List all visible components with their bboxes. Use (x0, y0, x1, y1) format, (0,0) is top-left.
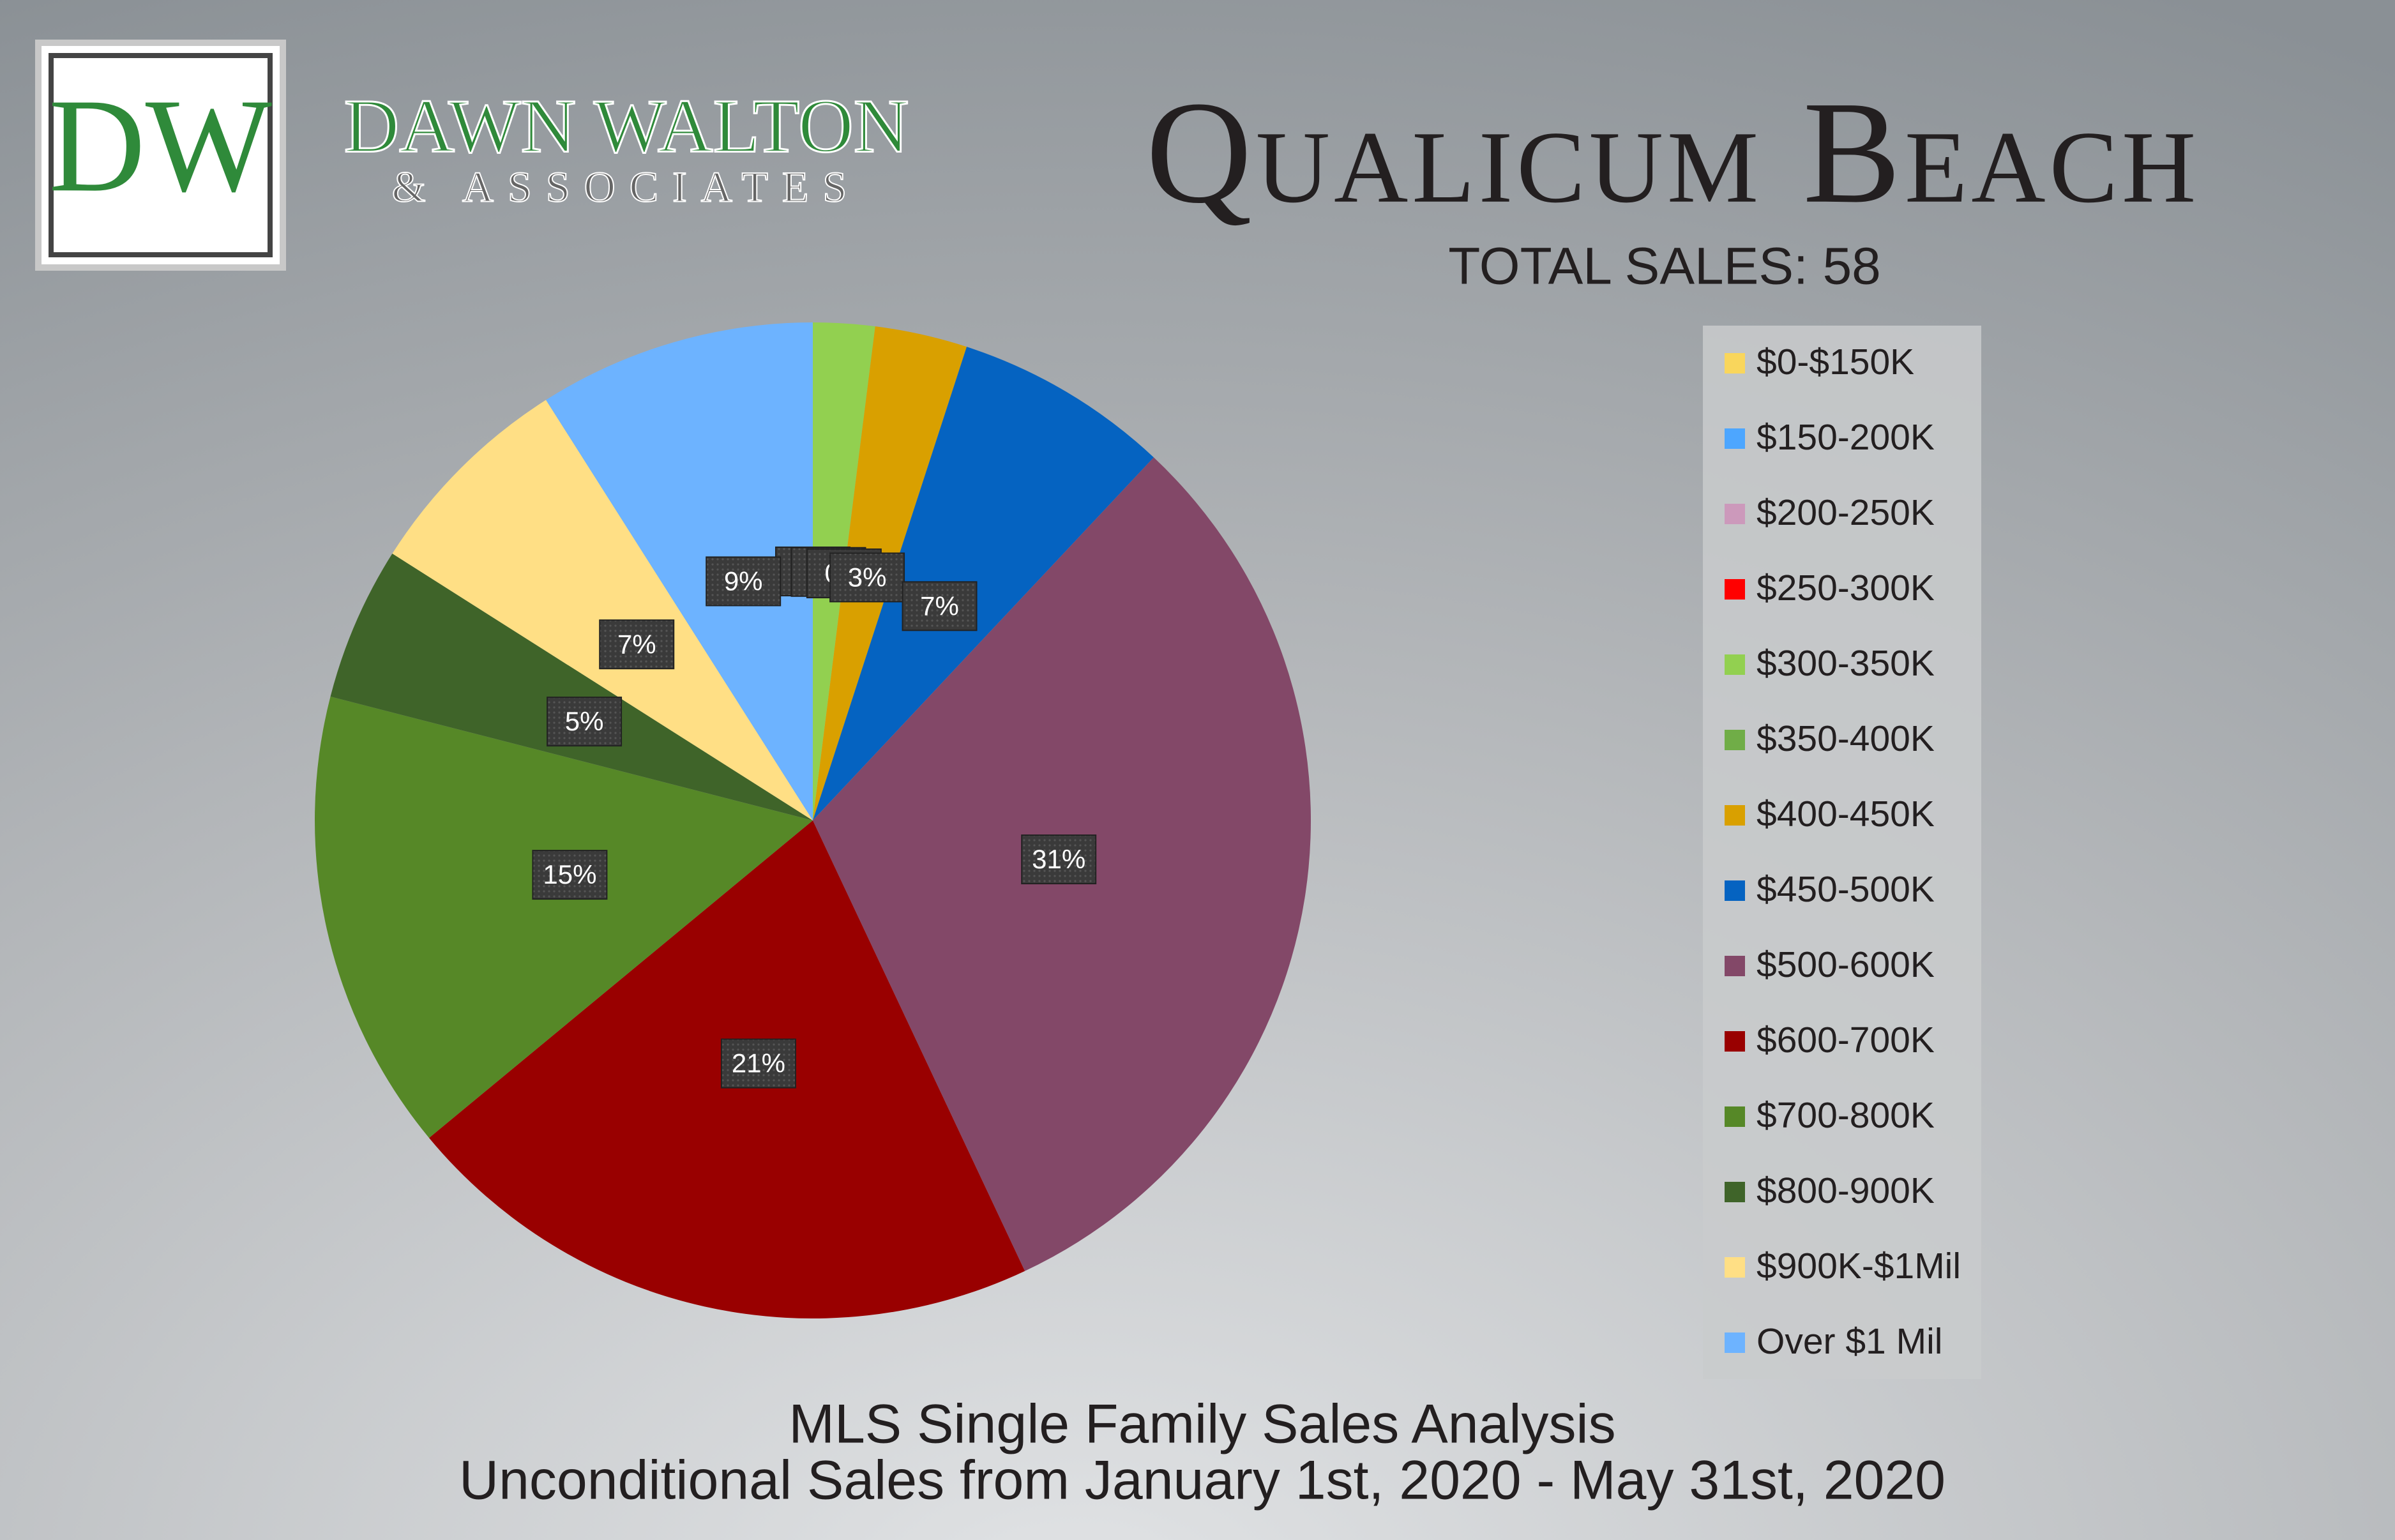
data-label-box (706, 556, 782, 607)
data-label-box (599, 619, 675, 670)
chart-subtitle: TOTAL SALES: 58 (1448, 238, 1881, 296)
data-label-text: 3% (848, 562, 887, 592)
legend-label: $300-350K (1757, 643, 1935, 684)
logo-initials: DW (49, 72, 272, 220)
data-label-text: 9% (724, 566, 763, 596)
legend-box (1703, 326, 1981, 1379)
data-label-box (547, 697, 623, 747)
legend-label: $500-600K (1757, 944, 1935, 985)
data-label-text: 15% (543, 859, 596, 889)
pie-slice (330, 554, 813, 820)
footer-line: MLS Single Family Sales Analysis (789, 1394, 1615, 1455)
legend-label: $700-800K (1757, 1095, 1935, 1136)
legend-label: $400-450K (1757, 794, 1935, 834)
legend-swatch (1725, 579, 1745, 600)
data-label-text: 7% (617, 629, 656, 659)
pie-slice (315, 697, 813, 1138)
legend-swatch (1725, 1257, 1745, 1278)
legend: $0-$150K $150-200K $200-250K $250-300K $300-… (1725, 342, 1961, 1362)
data-label-box (720, 1038, 796, 1089)
data-label-box (902, 581, 978, 631)
legend-label: $200-250K (1757, 492, 1935, 533)
legend-swatch (1725, 1332, 1745, 1353)
legend-label: $250-300K (1757, 568, 1935, 608)
logo-border (49, 53, 273, 257)
data-label: 5% (547, 697, 623, 747)
legend-label: $0-$150K (1757, 342, 1914, 382)
legend-swatch (1725, 730, 1745, 750)
legend-label: $350-400K (1757, 718, 1935, 759)
data-label: 3% (829, 552, 905, 603)
data-label-box (1021, 834, 1097, 885)
data-label: 31% (1021, 834, 1097, 885)
data-label-text: 5% (565, 706, 604, 736)
legend-swatch (1725, 504, 1745, 524)
legend-label: $800-900K (1757, 1170, 1935, 1211)
pie-slice (392, 400, 813, 820)
legend-swatch (1725, 805, 1745, 826)
legend-swatch (1725, 1182, 1745, 1202)
legend-swatch (1725, 1031, 1745, 1052)
legend-swatch (1725, 353, 1745, 374)
data-label-box (532, 850, 608, 900)
data-label-text: 21% (732, 1048, 785, 1078)
legend-swatch (1725, 428, 1745, 449)
logo-frame (35, 40, 286, 271)
legend-swatch (1725, 880, 1745, 901)
data-label-text: 7% (920, 591, 959, 621)
data-label-box (829, 552, 905, 603)
pie (315, 322, 1311, 1318)
legend-label: $600-700K (1757, 1020, 1935, 1061)
pie-slice (813, 347, 1154, 820)
legend-swatch (1725, 654, 1745, 675)
legend-label: $900K-$1Mil (1757, 1246, 1961, 1287)
data-label: 7% (902, 581, 978, 631)
company-sub: & ASSOCIATES (392, 163, 861, 211)
footer-line: Unconditional Sales from January 1st, 20… (459, 1450, 1945, 1511)
data-label-text: 31% (1032, 844, 1085, 874)
pie-slice (546, 322, 813, 820)
data-label: 21% (720, 1038, 796, 1089)
chart-title: Qualicum Beach (1146, 71, 2200, 234)
legend-label: $450-500K (1757, 869, 1935, 910)
company-name: DAWN WALTON (344, 84, 909, 169)
legend-label: Over $1 Mil (1757, 1321, 1942, 1362)
data-label: 9% (706, 556, 782, 607)
data-label: 15% (532, 850, 608, 900)
data-labels: 0%0%0%0%2%0%3%7%31%21%15%5%7%9% (532, 547, 1097, 1089)
legend-swatch (1725, 956, 1745, 976)
legend-label: $150-200K (1757, 417, 1935, 458)
data-label: 7% (599, 619, 675, 670)
legend-swatch (1725, 1106, 1745, 1127)
